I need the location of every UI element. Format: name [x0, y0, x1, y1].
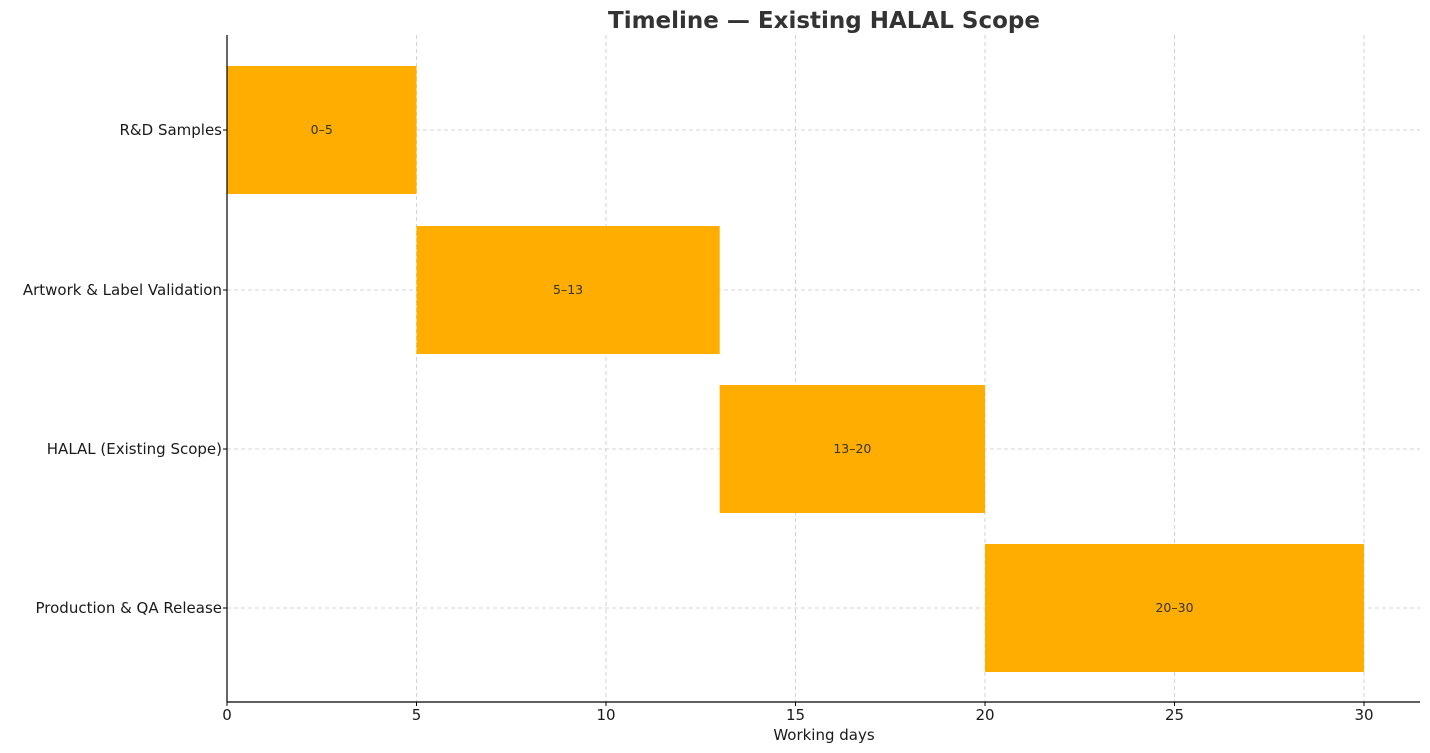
- x-ticks: 0 5 10 15 20 25 30: [222, 702, 1374, 724]
- y-tick-label: HALAL (Existing Scope): [47, 440, 222, 458]
- x-tick-label: 20: [975, 706, 994, 724]
- bar-label: 5–13: [553, 282, 583, 297]
- y-tick-label: R&D Samples: [120, 121, 223, 139]
- task-bar: [719, 385, 985, 513]
- chart-title: Timeline — Existing HALAL Scope: [608, 8, 1040, 34]
- task-bar: [227, 66, 417, 194]
- bar-label: 0–5: [311, 122, 333, 137]
- x-tick-label: 5: [412, 706, 422, 724]
- x-tick-label: 0: [222, 706, 232, 724]
- axes: [226, 35, 1420, 703]
- task-bar: [985, 544, 1364, 672]
- bar-label: 13–20: [833, 441, 871, 456]
- bars: 0–5 5–13 13–20 20–30: [227, 66, 1364, 672]
- x-tick-label: 30: [1354, 706, 1373, 724]
- x-tick-label: 15: [786, 706, 805, 724]
- x-axis-label: Working days: [773, 726, 875, 744]
- x-tick-label: 10: [596, 706, 615, 724]
- y-ticks: R&D Samples Artwork & Label Validation HAL…: [23, 121, 227, 617]
- bar-label: 20–30: [1155, 600, 1193, 615]
- x-tick-label: 25: [1165, 706, 1184, 724]
- y-tick-label: Production & QA Release: [36, 599, 222, 617]
- task-bar: [416, 226, 720, 354]
- y-tick-label: Artwork & Label Validation: [23, 281, 222, 299]
